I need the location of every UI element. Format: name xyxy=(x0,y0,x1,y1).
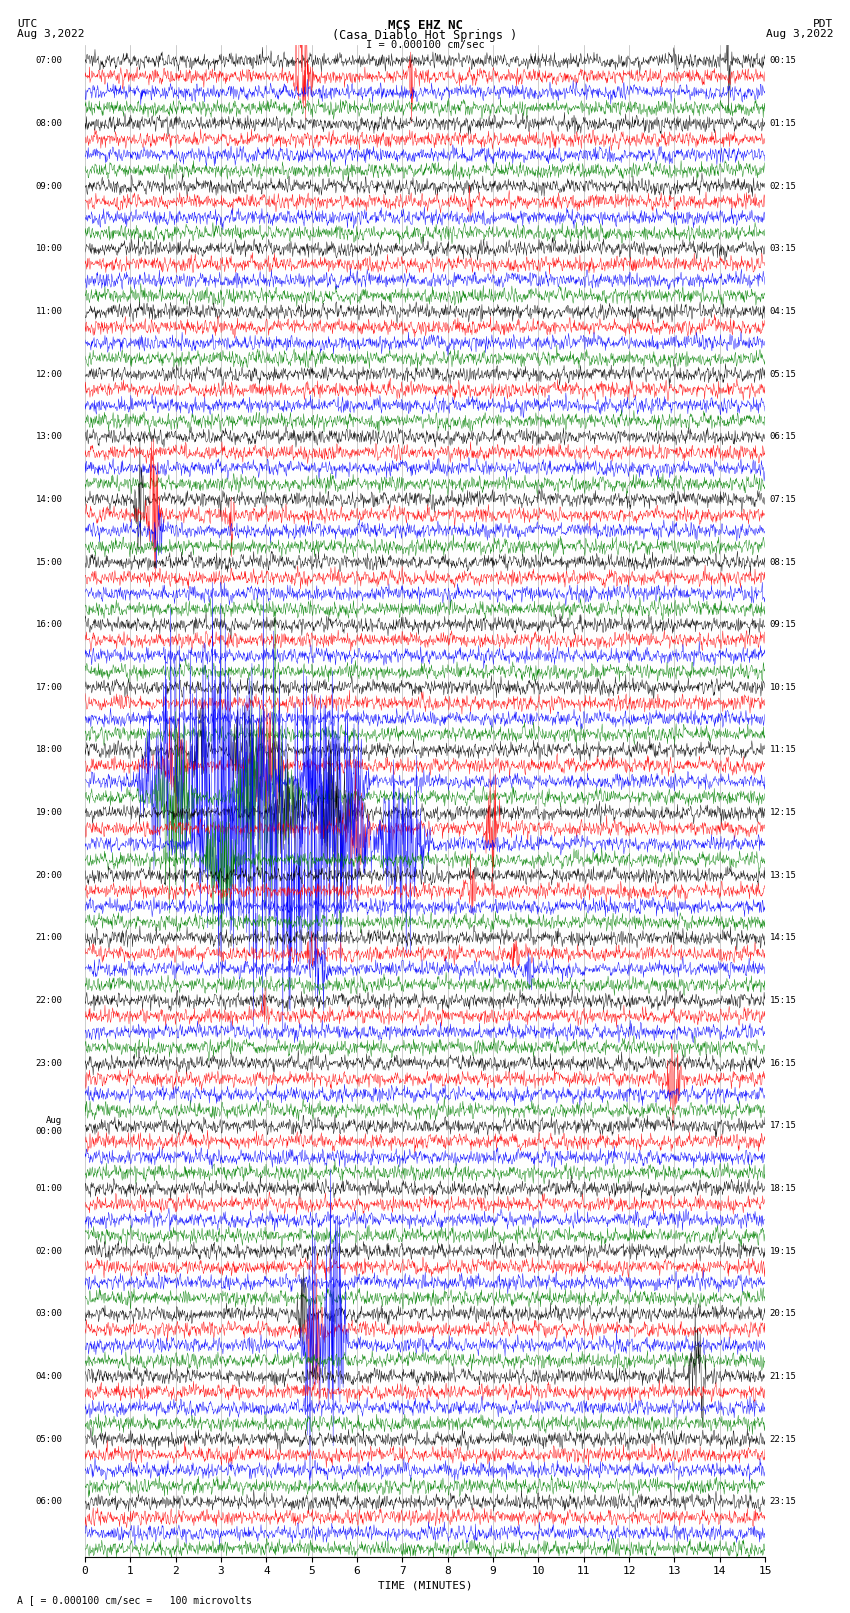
Text: 06:15: 06:15 xyxy=(769,432,796,442)
Text: 04:00: 04:00 xyxy=(36,1373,62,1381)
Text: 17:00: 17:00 xyxy=(36,682,62,692)
Text: A [ = 0.000100 cm/sec =   100 microvolts: A [ = 0.000100 cm/sec = 100 microvolts xyxy=(17,1595,252,1605)
Text: 22:15: 22:15 xyxy=(769,1434,796,1444)
Text: 02:15: 02:15 xyxy=(769,182,796,190)
Text: 08:00: 08:00 xyxy=(36,119,62,127)
Text: 07:15: 07:15 xyxy=(769,495,796,503)
Text: 11:00: 11:00 xyxy=(36,306,62,316)
Text: MCS EHZ NC: MCS EHZ NC xyxy=(388,19,462,32)
Text: 19:15: 19:15 xyxy=(769,1247,796,1255)
Text: PDT: PDT xyxy=(813,19,833,29)
Text: 18:00: 18:00 xyxy=(36,745,62,755)
Text: 16:00: 16:00 xyxy=(36,619,62,629)
Text: 19:00: 19:00 xyxy=(36,808,62,818)
Text: 09:00: 09:00 xyxy=(36,182,62,190)
Text: 13:00: 13:00 xyxy=(36,432,62,442)
Text: 05:15: 05:15 xyxy=(769,369,796,379)
Text: 09:15: 09:15 xyxy=(769,619,796,629)
Text: 14:15: 14:15 xyxy=(769,934,796,942)
Text: 17:15: 17:15 xyxy=(769,1121,796,1131)
Text: 05:00: 05:00 xyxy=(36,1434,62,1444)
X-axis label: TIME (MINUTES): TIME (MINUTES) xyxy=(377,1581,473,1590)
Text: 14:00: 14:00 xyxy=(36,495,62,503)
Text: 12:15: 12:15 xyxy=(769,808,796,818)
Text: 16:15: 16:15 xyxy=(769,1058,796,1068)
Text: 20:15: 20:15 xyxy=(769,1310,796,1318)
Text: 10:15: 10:15 xyxy=(769,682,796,692)
Text: 20:00: 20:00 xyxy=(36,871,62,879)
Text: 02:00: 02:00 xyxy=(36,1247,62,1255)
Text: 21:15: 21:15 xyxy=(769,1373,796,1381)
Text: Aug
00:00: Aug 00:00 xyxy=(36,1116,62,1136)
Text: 03:00: 03:00 xyxy=(36,1310,62,1318)
Text: 15:00: 15:00 xyxy=(36,558,62,566)
Text: Aug 3,2022: Aug 3,2022 xyxy=(766,29,833,39)
Text: 21:00: 21:00 xyxy=(36,934,62,942)
Text: 00:15: 00:15 xyxy=(769,56,796,65)
Text: 03:15: 03:15 xyxy=(769,244,796,253)
Text: 11:15: 11:15 xyxy=(769,745,796,755)
Text: 06:00: 06:00 xyxy=(36,1497,62,1507)
Text: 10:00: 10:00 xyxy=(36,244,62,253)
Text: 18:15: 18:15 xyxy=(769,1184,796,1194)
Text: 13:15: 13:15 xyxy=(769,871,796,879)
Text: 22:00: 22:00 xyxy=(36,997,62,1005)
Text: 01:00: 01:00 xyxy=(36,1184,62,1194)
Text: 12:00: 12:00 xyxy=(36,369,62,379)
Text: 23:15: 23:15 xyxy=(769,1497,796,1507)
Text: 08:15: 08:15 xyxy=(769,558,796,566)
Text: I = 0.000100 cm/sec: I = 0.000100 cm/sec xyxy=(366,40,484,50)
Text: (Casa Diablo Hot Springs ): (Casa Diablo Hot Springs ) xyxy=(332,29,518,42)
Text: 04:15: 04:15 xyxy=(769,306,796,316)
Text: UTC: UTC xyxy=(17,19,37,29)
Text: 15:15: 15:15 xyxy=(769,997,796,1005)
Text: Aug 3,2022: Aug 3,2022 xyxy=(17,29,84,39)
Text: 01:15: 01:15 xyxy=(769,119,796,127)
Text: 23:00: 23:00 xyxy=(36,1058,62,1068)
Text: 07:00: 07:00 xyxy=(36,56,62,65)
